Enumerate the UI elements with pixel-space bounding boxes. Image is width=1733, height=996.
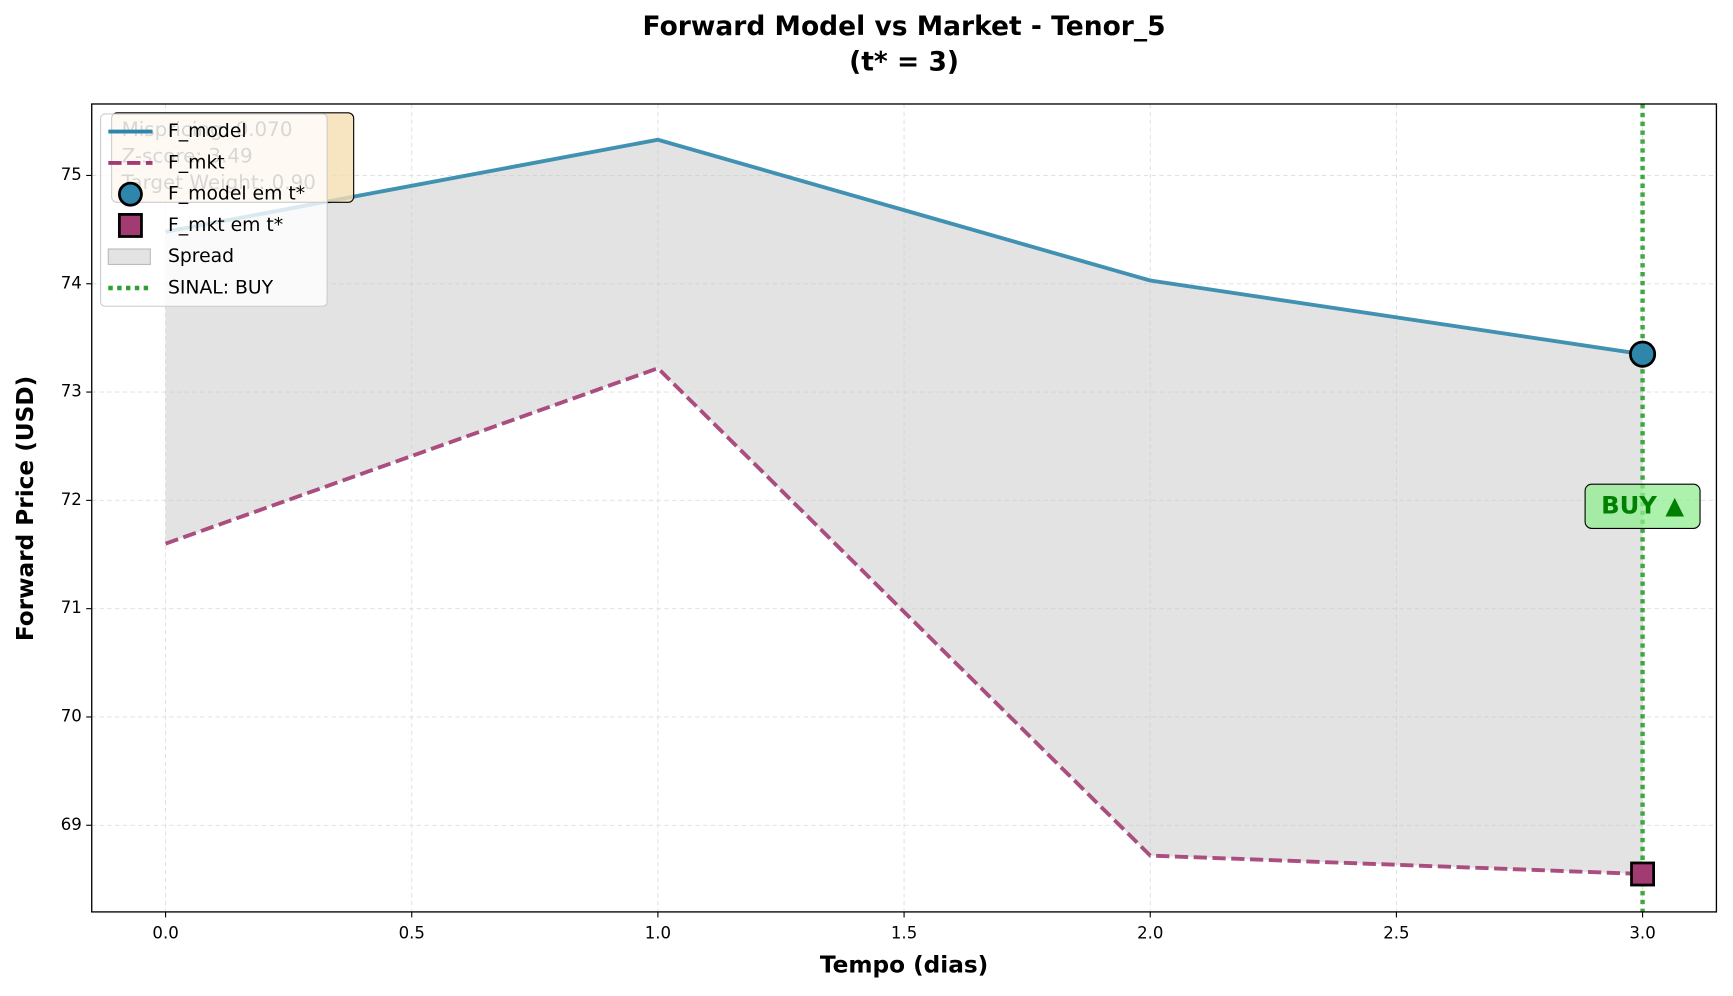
- y-axis-label: Forward Price (USD): [12, 376, 39, 641]
- x-axis-label: Tempo (dias): [820, 952, 988, 979]
- x-tick-label: 2.5: [1383, 924, 1409, 943]
- x-tick-label: 1.5: [891, 924, 917, 943]
- legend-label: F_model: [168, 121, 247, 142]
- legend-swatch: [107, 248, 151, 266]
- marker-point: [1630, 861, 1656, 887]
- legend-label: F_mkt em t*: [168, 215, 283, 236]
- plot-frame: [91, 103, 1718, 913]
- x-tick-label: 1.0: [645, 924, 671, 943]
- legend-label: SINAL: BUY: [168, 278, 274, 299]
- spread-area: [165, 139, 1643, 875]
- signal-badge: [1584, 483, 1701, 529]
- chart-subtitle: (t* = 3): [849, 47, 959, 78]
- y-tick-label: 73: [61, 382, 82, 401]
- legend-label: Spread: [168, 246, 234, 267]
- x-tick-label: 3.0: [1629, 924, 1655, 943]
- legend-swatch: [117, 181, 143, 207]
- legend-box: [100, 113, 328, 307]
- x-tick-label: 0.5: [399, 924, 425, 943]
- signal-label: BUY ▲: [1601, 490, 1684, 519]
- legend: F_model F_mkt F_model em t* F_mkt em t* Spre…: [100, 113, 328, 307]
- y-tick-label: 69: [61, 815, 82, 834]
- chart-title: Forward Model vs Market - Tenor_5: [643, 11, 1166, 42]
- y-tick-label: 75: [61, 165, 82, 184]
- y-tick-label: 74: [61, 273, 82, 292]
- marker-point: [1629, 340, 1657, 368]
- legend-label: F_model em t*: [168, 184, 305, 205]
- y-tick-label: 70: [61, 706, 82, 725]
- x-tick-label: 0.0: [152, 924, 178, 943]
- legend-label: F_mkt: [168, 152, 225, 173]
- series-line: [164, 366, 1643, 876]
- legend-swatch: [117, 213, 143, 238]
- y-tick-label: 71: [61, 598, 82, 617]
- series-line: [165, 137, 1643, 357]
- x-tick-label: 2.0: [1137, 924, 1163, 943]
- y-tick-label: 72: [61, 490, 82, 509]
